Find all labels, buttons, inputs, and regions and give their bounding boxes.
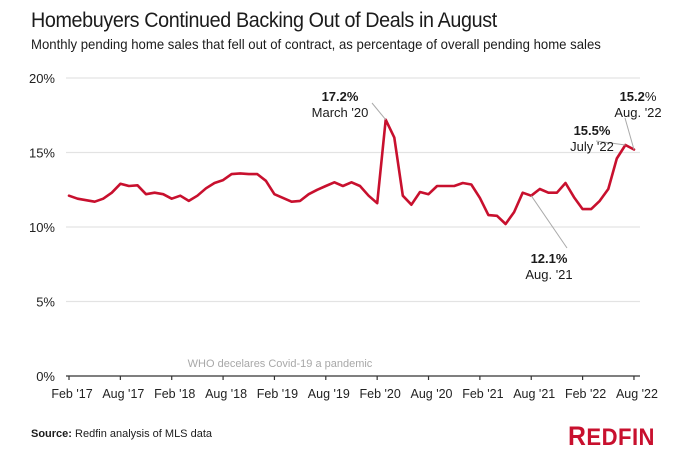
annotation-date: July '22 bbox=[570, 139, 614, 154]
x-tick-label: Aug '18 bbox=[205, 387, 247, 401]
x-axis: Feb '17 Aug '17 Feb '18 Aug '18 Feb '19 Aug '… bbox=[51, 375, 658, 401]
annotations: 17.2%March '20 12.1%Aug. '21 15.5%July '22… bbox=[312, 89, 662, 282]
source-text: Redfin analysis of MLS data bbox=[71, 428, 212, 440]
x-tick-label: Feb '18 bbox=[154, 387, 195, 401]
x-tick-label: Feb '21 bbox=[462, 387, 503, 401]
y-axis: 0% 5% 10% 15% 20% bbox=[29, 71, 55, 384]
x-tick-label: Feb '20 bbox=[360, 387, 401, 401]
chart-title: Homebuyers Continued Backing Out of Deal… bbox=[31, 9, 497, 32]
y-tick-label: 20% bbox=[29, 71, 55, 86]
source-note: Source: Redfin analysis of MLS data bbox=[31, 428, 212, 440]
event-note: WHO decelares Covid-19 a pandemic bbox=[188, 358, 373, 370]
x-tick-label: Feb '19 bbox=[257, 387, 298, 401]
chart-subtitle: Monthly pending home sales that fell out… bbox=[31, 36, 601, 52]
annotation-date: Aug. '21 bbox=[525, 267, 572, 282]
logo-rest: EDFIN bbox=[586, 424, 655, 451]
gridlines bbox=[66, 77, 640, 303]
annotation-value: 15.5% bbox=[574, 123, 611, 138]
annotation-leader-line bbox=[595, 140, 626, 146]
x-tick-label: Aug '20 bbox=[411, 387, 453, 401]
source-label: Source: bbox=[31, 428, 72, 440]
annotation-value: 12.1% bbox=[531, 251, 568, 266]
x-tick-label: Aug '19 bbox=[308, 387, 350, 401]
y-tick-label: 10% bbox=[29, 220, 55, 235]
line-chart: 0% 5% 10% 15% 20% Feb '17 Aug '17 Feb '18 Aug '… bbox=[29, 71, 662, 401]
annotation-value: 17.2% bbox=[322, 89, 359, 104]
annotation-leader-line bbox=[624, 117, 635, 150]
logo-first-letter: R bbox=[568, 421, 587, 451]
x-tick-label: Feb '22 bbox=[565, 387, 606, 401]
x-tick-label: Aug '22 bbox=[616, 387, 658, 401]
annotation-value: 15.2% bbox=[620, 89, 657, 104]
x-tick-label: Aug '17 bbox=[102, 387, 144, 401]
y-tick-label: 15% bbox=[29, 146, 55, 161]
y-tick-label: 5% bbox=[36, 295, 55, 310]
annotation-leader-line bbox=[530, 195, 568, 249]
x-tick-label: Feb '17 bbox=[51, 387, 92, 401]
annotation-date: March '20 bbox=[312, 105, 369, 120]
series-line bbox=[67, 118, 636, 226]
y-tick-label: 0% bbox=[36, 369, 55, 384]
x-tick-label: Aug '21 bbox=[513, 387, 555, 401]
redfin-logo: REDFIN bbox=[568, 421, 655, 452]
series-line-path bbox=[67, 118, 636, 226]
annotation-value-suffix: % bbox=[645, 89, 657, 104]
annotation-date: Aug. '22 bbox=[614, 105, 661, 120]
annotation-leader-line bbox=[371, 102, 387, 121]
